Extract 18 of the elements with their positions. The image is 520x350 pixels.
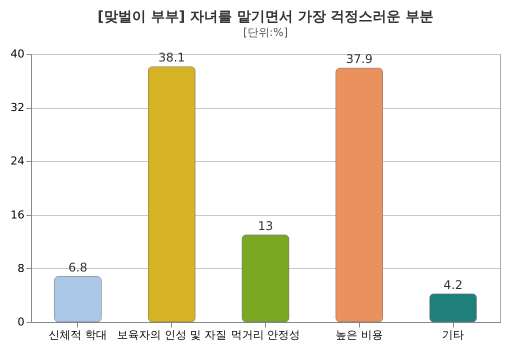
data-label: 38.1 <box>158 50 186 65</box>
x-tick-label: 기타 <box>442 328 464 342</box>
x-tick-label: 보육자의 인성 및 자질 <box>116 328 226 342</box>
x-tick-label: 먹거리 안정성 <box>230 328 300 342</box>
y-tick-label: 0 <box>18 316 24 328</box>
y-tick-label: 16 <box>10 208 24 222</box>
data-label: 13 <box>258 218 274 233</box>
data-label: 6.8 <box>68 260 88 274</box>
data-label: 37.9 <box>346 52 373 66</box>
data-label: 4.2 <box>444 278 463 292</box>
x-tick-label: 높은 비용 <box>336 328 384 342</box>
y-tick-label: 32 <box>10 101 24 114</box>
y-tick-label: 24 <box>10 154 24 168</box>
chart-subtitle: [단위:%] <box>243 26 288 39</box>
y-tick-label: 8 <box>18 262 24 275</box>
x-tick-label: 신체적 학대 <box>48 328 108 342</box>
y-tick-label: 40 <box>10 48 24 60</box>
chart-title: [맞벌이 부부] 자녀를 맡기면서 가장 걱정스러운 부분 <box>97 9 434 25</box>
